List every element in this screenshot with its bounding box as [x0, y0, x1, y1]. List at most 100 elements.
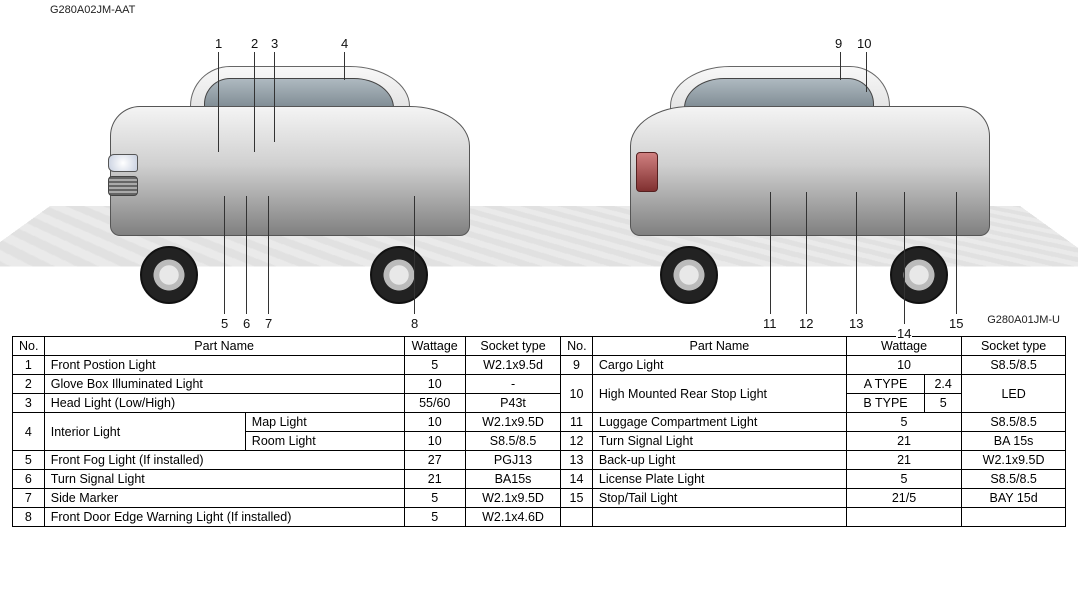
callout-5: 5 [220, 316, 229, 331]
cell-name: Cargo Light [592, 356, 846, 375]
leader-line [344, 52, 345, 80]
cell-no: 2 [13, 375, 45, 394]
cell-watt: 55/60 [404, 394, 465, 413]
cell-socket: S8.5/8.5 [962, 413, 1066, 432]
cell-socket: W2.1x9.5d [465, 356, 560, 375]
cell-name: Luggage Compartment Light [592, 413, 846, 432]
vehicle-rear-view [600, 66, 1020, 286]
callout-14: 14 [896, 326, 912, 341]
cell-watt-label: A TYPE [846, 375, 924, 394]
cell-no: 7 [13, 489, 45, 508]
col-partname: Part Name [44, 337, 404, 356]
leader-line [770, 192, 771, 314]
table-row: 8 Front Door Edge Warning Light (If inst… [13, 508, 1066, 527]
cell-name: Turn Signal Light [44, 470, 404, 489]
cell-socket: S8.5/8.5 [962, 470, 1066, 489]
leader-line [218, 52, 219, 152]
cell-name: Side Marker [44, 489, 404, 508]
col-no: No. [561, 337, 593, 356]
cell-watt: 21 [846, 432, 961, 451]
cell-no: 9 [561, 356, 593, 375]
cell-no [561, 508, 593, 527]
cell-no: 15 [561, 489, 593, 508]
cell-name: Interior Light [44, 413, 245, 451]
grille-icon [108, 176, 138, 196]
wheel-icon [660, 246, 718, 304]
cell-watt: 5 [404, 489, 465, 508]
doc-code-top: G280A02JM-AAT [50, 4, 135, 16]
cell-subname: Room Light [245, 432, 404, 451]
leader-line [246, 196, 247, 314]
parts-table: No. Part Name Wattage Socket type No. Pa… [12, 336, 1066, 527]
leader-line [956, 192, 957, 314]
cell-socket: S8.5/8.5 [465, 432, 560, 451]
leader-line [840, 52, 841, 80]
col-socket: Socket type [962, 337, 1066, 356]
cell-watt: 21 [846, 451, 961, 470]
table-row: 3 Head Light (Low/High) 55/60 P43t B TYP… [13, 394, 1066, 413]
cell-watt [846, 508, 961, 527]
callout-10: 10 [856, 36, 872, 51]
col-socket: Socket type [465, 337, 560, 356]
leader-line [414, 196, 415, 314]
col-no: No. [13, 337, 45, 356]
leader-line [806, 192, 807, 314]
cell-no: 10 [561, 375, 593, 413]
cell-socket: BA15s [465, 470, 560, 489]
cell-socket: W2.1x9.5D [465, 413, 560, 432]
cell-socket: P43t [465, 394, 560, 413]
leader-line [274, 52, 275, 142]
col-partname: Part Name [592, 337, 846, 356]
table-row: 5 Front Fog Light (If installed) 27 PGJ1… [13, 451, 1066, 470]
headlight-icon [108, 154, 138, 172]
cell-watt: 10 [846, 356, 961, 375]
cell-name: Front Fog Light (If installed) [44, 451, 404, 470]
leader-line [224, 196, 225, 314]
cell-socket: BAY 15d [962, 489, 1066, 508]
cell-watt: 10 [404, 432, 465, 451]
cell-subname: Map Light [245, 413, 404, 432]
cell-no: 6 [13, 470, 45, 489]
cell-name: Stop/Tail Light [592, 489, 846, 508]
table-row: 4 Interior Light Map Light 10 W2.1x9.5D … [13, 413, 1066, 432]
callout-7: 7 [264, 316, 273, 331]
cell-watt: 10 [404, 375, 465, 394]
cell-socket [962, 508, 1066, 527]
cell-watt: 21 [404, 470, 465, 489]
car-body [630, 106, 990, 236]
cell-name: Front Door Edge Warning Light (If instal… [44, 508, 404, 527]
cell-no: 4 [13, 413, 45, 451]
table-row: 6 Turn Signal Light 21 BA15s 14 License … [13, 470, 1066, 489]
cell-watt-val: 5 [925, 394, 962, 413]
leader-line [268, 196, 269, 314]
taillight-icon [636, 152, 658, 192]
cell-no: 14 [561, 470, 593, 489]
col-wattage: Wattage [404, 337, 465, 356]
cell-socket: BA 15s [962, 432, 1066, 451]
callout-2: 2 [250, 36, 259, 51]
cell-no: 12 [561, 432, 593, 451]
cell-no: 11 [561, 413, 593, 432]
callout-11: 11 [762, 316, 778, 331]
cell-socket: LED [962, 375, 1066, 413]
cell-name: Head Light (Low/High) [44, 394, 404, 413]
cell-name [592, 508, 846, 527]
table-row: 1 Front Postion Light 5 W2.1x9.5d 9 Carg… [13, 356, 1066, 375]
car-body [110, 106, 470, 236]
callout-8: 8 [410, 316, 419, 331]
cell-watt: 10 [404, 413, 465, 432]
cell-name: Turn Signal Light [592, 432, 846, 451]
wheel-icon [140, 246, 198, 304]
callout-3: 3 [270, 36, 279, 51]
cell-socket: W2.1x4.6D [465, 508, 560, 527]
vehicle-front-view [80, 66, 500, 286]
cell-watt: 5 [404, 508, 465, 527]
cell-socket: PGJ13 [465, 451, 560, 470]
callout-15: 15 [948, 316, 964, 331]
cell-watt-val: 2.4 [925, 375, 962, 394]
cell-watt: 21/5 [846, 489, 961, 508]
cell-watt: 5 [404, 356, 465, 375]
wheel-icon [890, 246, 948, 304]
leader-line [866, 52, 867, 92]
cell-no: 13 [561, 451, 593, 470]
